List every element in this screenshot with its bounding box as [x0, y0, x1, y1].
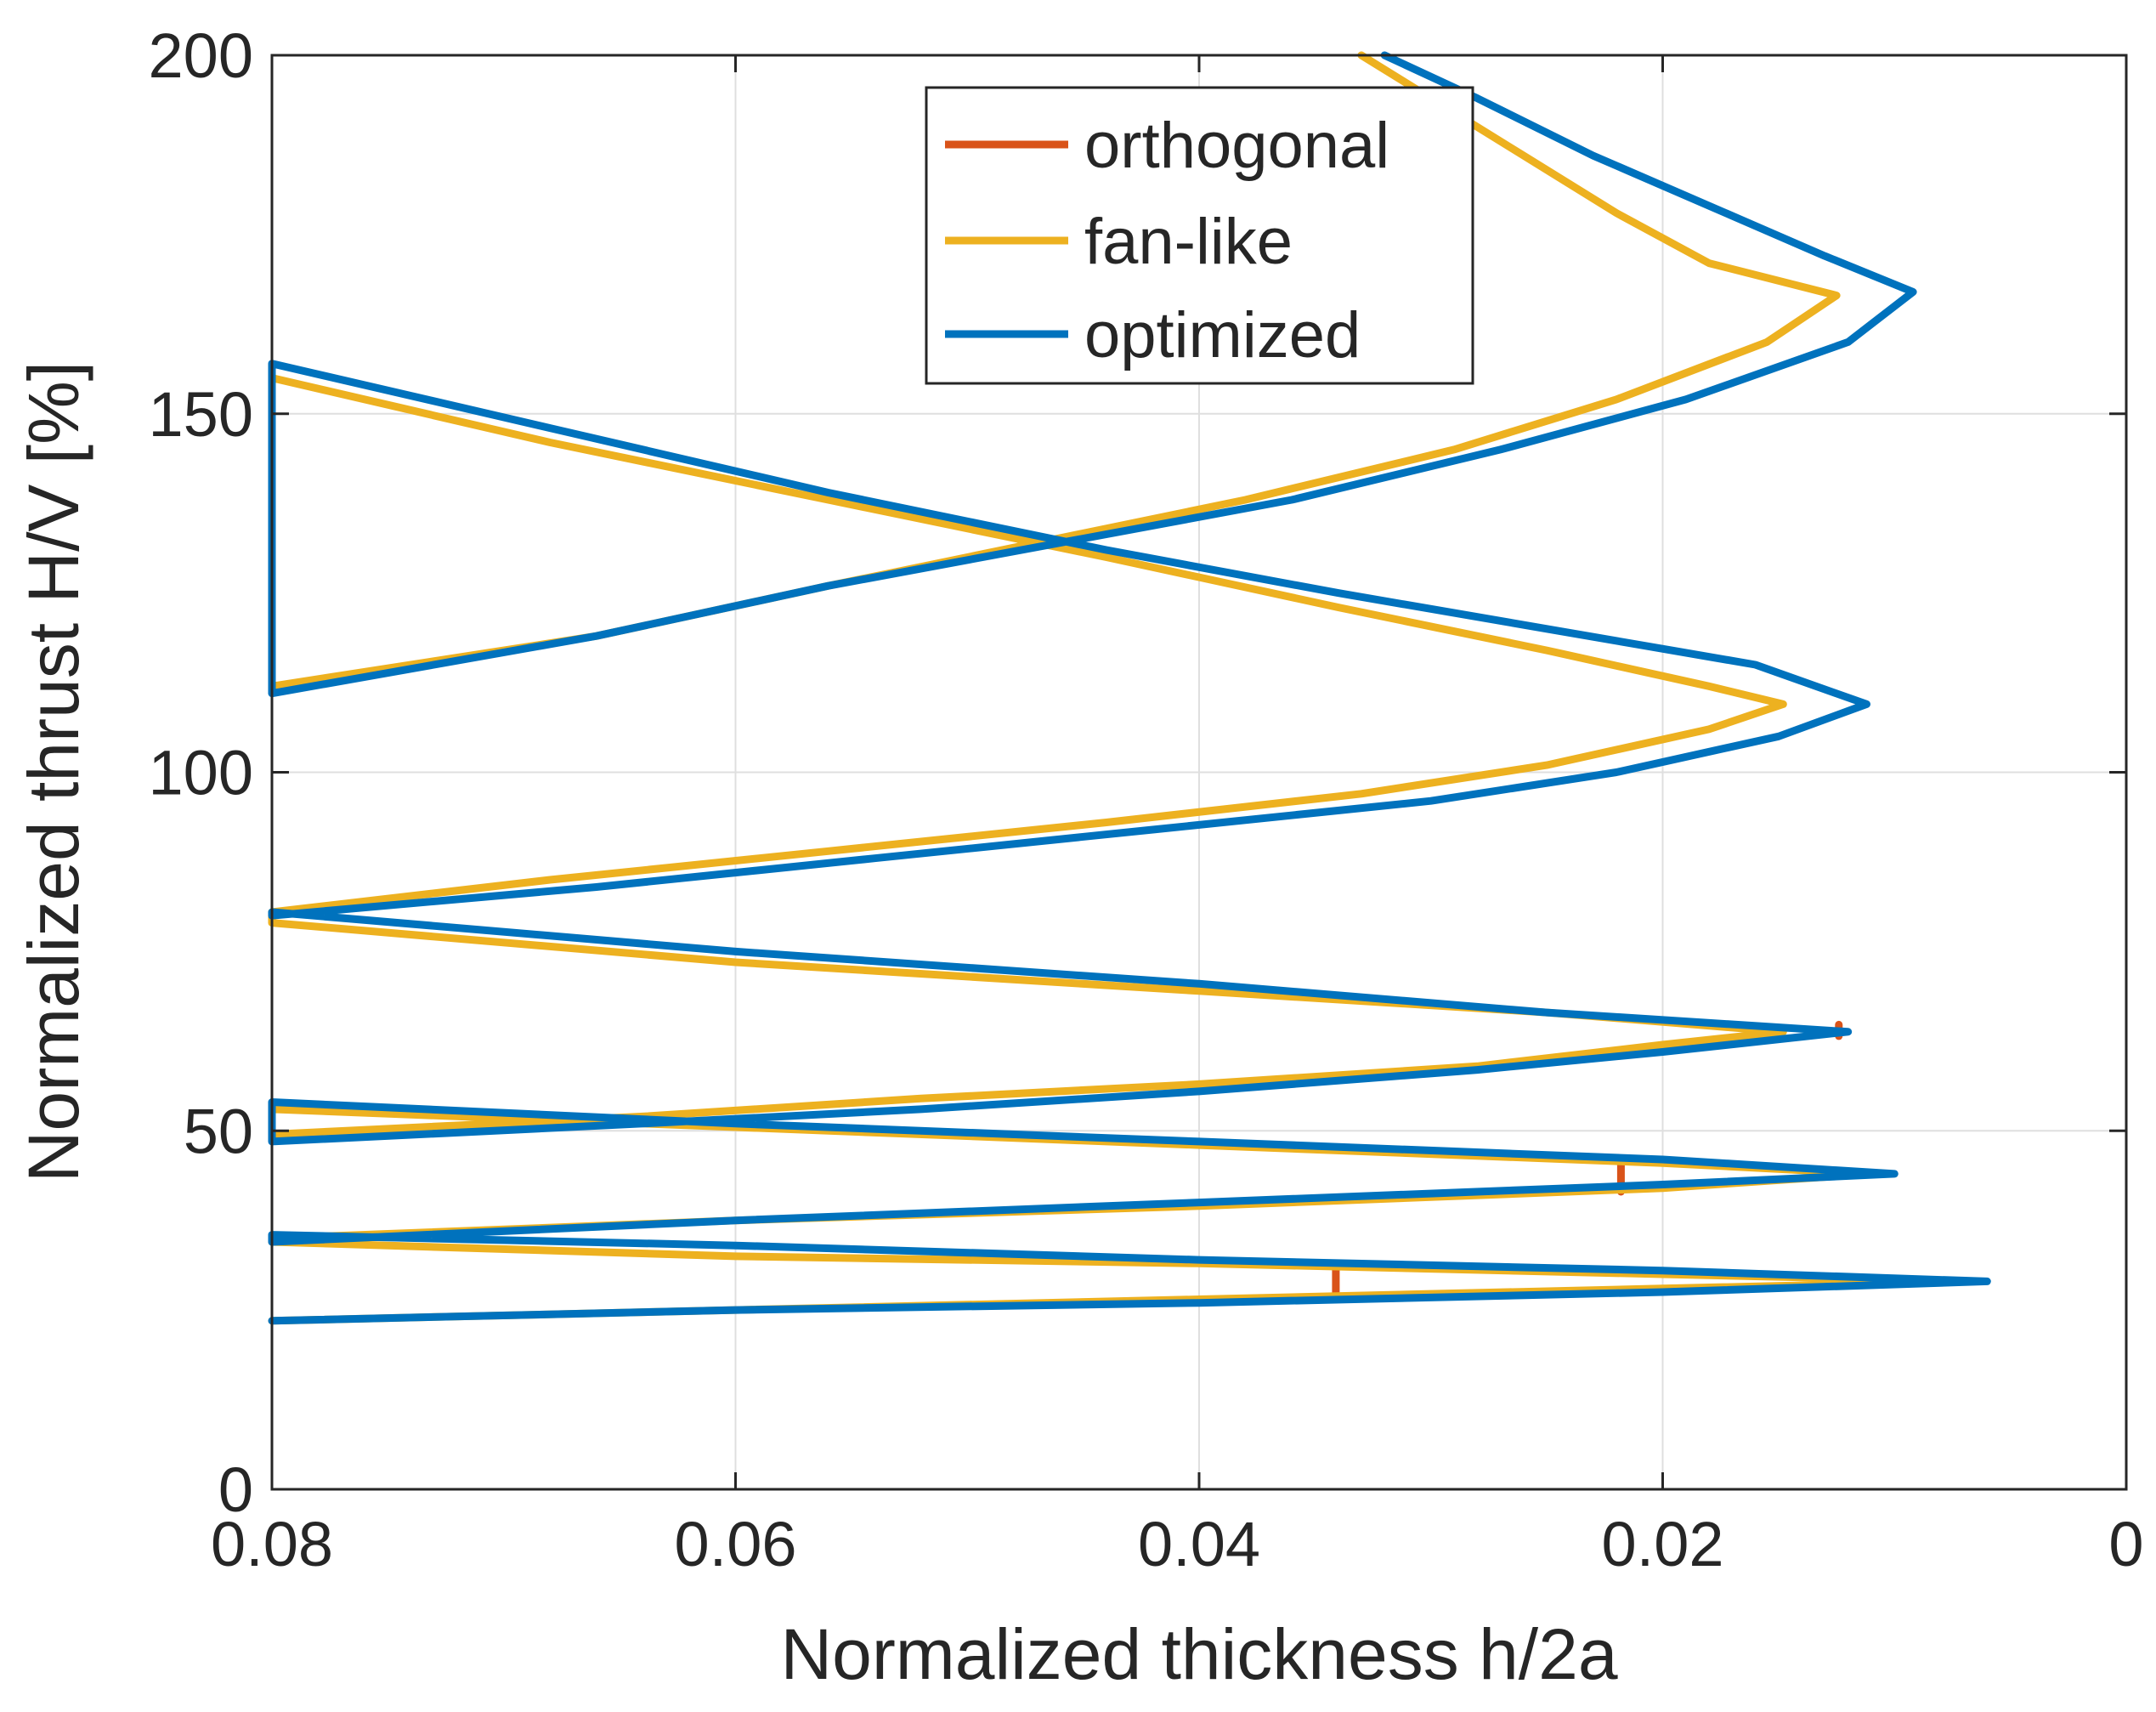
y-axis-title: Normalized thrust H/V [%]	[14, 361, 93, 1182]
x-tick-label: 0.02	[1601, 1509, 1723, 1579]
ticks	[270, 54, 2128, 1491]
legend: orthogonal fan-like optimized	[925, 86, 1474, 385]
tick-labels: 0.08 0.06 0.04 0.02 0 0 50 100 150 200	[149, 20, 2144, 1579]
y-tick-label: 100	[149, 738, 253, 808]
x-tick-label: 0.08	[211, 1509, 333, 1579]
legend-label-optimized: optimized	[1084, 299, 1361, 371]
legend-label-orthogonal: orthogonal	[1084, 110, 1389, 182]
y-tick-label: 50	[184, 1096, 253, 1166]
y-tick-label: 150	[149, 379, 253, 450]
x-axis-title: Normalized thickness h/2a	[780, 1614, 1617, 1694]
legend-label-fan-like: fan-like	[1084, 206, 1293, 278]
x-tick-label: 0.04	[1138, 1509, 1260, 1579]
y-tick-label: 0	[218, 1454, 253, 1525]
x-tick-label: 0.06	[674, 1509, 796, 1579]
y-tick-label: 200	[149, 20, 253, 91]
x-tick-label: 0	[2108, 1509, 2143, 1579]
